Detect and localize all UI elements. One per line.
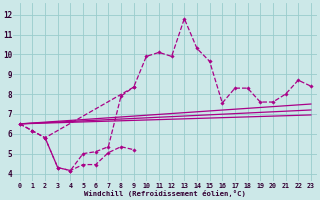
X-axis label: Windchill (Refroidissement éolien,°C): Windchill (Refroidissement éolien,°C) [84, 190, 246, 197]
